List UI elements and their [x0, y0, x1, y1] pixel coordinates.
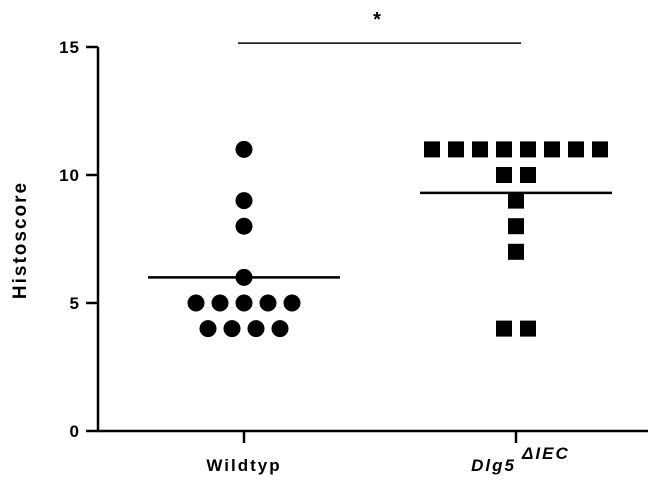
- data-point-wildtyp: [235, 217, 253, 235]
- data-point-dlg5: [568, 141, 584, 158]
- y-tick-label-15: 15: [59, 38, 80, 57]
- chart-marks: 0 5 10 15: [59, 38, 612, 443]
- data-point-dlg5: [496, 141, 512, 158]
- data-point-wildtyp: [235, 294, 253, 312]
- data-point-wildtyp: [211, 294, 229, 312]
- data-point-wildtyp: [199, 320, 217, 338]
- y-axis-title: Histoscore: [10, 181, 31, 299]
- data-point-dlg5: [520, 141, 536, 158]
- data-point-dlg5: [520, 167, 536, 183]
- x-category-label-wildtyp: Wildtyp: [206, 456, 281, 475]
- data-point-wildtyp: [235, 192, 253, 210]
- data-point-dlg5: [472, 141, 488, 158]
- y-tick-label-0: 0: [70, 422, 80, 441]
- data-point-wildtyp: [247, 320, 265, 338]
- data-point-wildtyp: [223, 320, 241, 338]
- significance-label: *: [373, 9, 381, 31]
- data-point-wildtyp: [259, 294, 277, 312]
- data-point-wildtyp: [283, 294, 301, 312]
- x-category-superscript-dlg5: ΔIEC: [521, 444, 570, 463]
- x-category-label-dlg5: Dlg5: [471, 456, 516, 475]
- data-point-dlg5: [496, 320, 512, 337]
- data-point-dlg5: [496, 167, 512, 183]
- data-point-dlg5: [508, 192, 524, 209]
- data-point-dlg5: [544, 141, 560, 158]
- data-point-dlg5: [520, 320, 536, 337]
- y-tick-label-5: 5: [70, 294, 80, 313]
- data-point-wildtyp: [187, 294, 205, 312]
- data-point-dlg5: [508, 243, 524, 260]
- data-point-wildtyp: [235, 140, 253, 158]
- data-point-dlg5: [448, 141, 464, 158]
- data-point-dlg5: [424, 141, 440, 158]
- data-point-dlg5: [592, 141, 608, 158]
- data-point-wildtyp: [271, 320, 289, 338]
- data-point-dlg5: [508, 218, 524, 235]
- y-tick-label-10: 10: [59, 166, 80, 185]
